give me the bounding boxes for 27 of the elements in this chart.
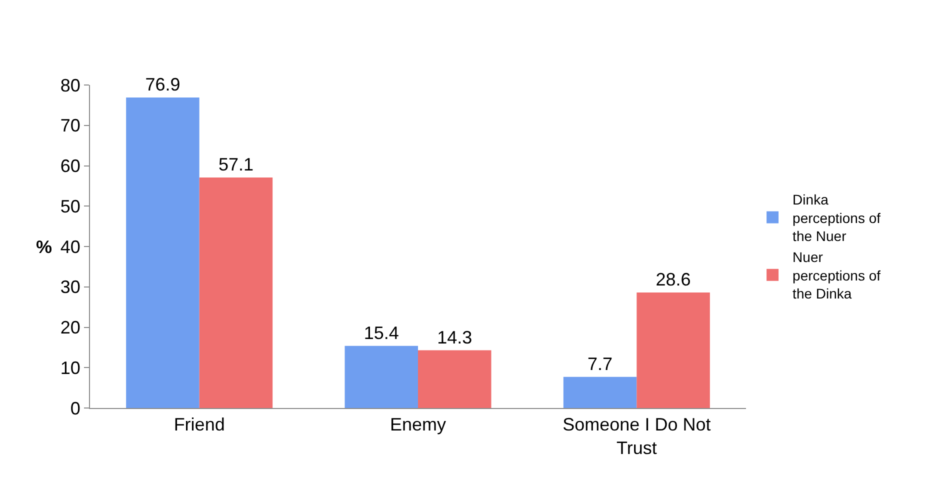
data-label: 7.7 bbox=[588, 354, 613, 374]
data-label: 57.1 bbox=[218, 154, 254, 174]
y-tick-label: 30 bbox=[60, 277, 80, 298]
y-tick-label: 80 bbox=[60, 75, 80, 96]
bar bbox=[199, 177, 273, 408]
bar bbox=[636, 292, 710, 408]
bar bbox=[563, 376, 637, 408]
legend-label: Dinka perceptions of the Nuer bbox=[792, 192, 881, 244]
y-tick-label: 40 bbox=[60, 236, 80, 257]
y-tick-label: 60 bbox=[60, 156, 80, 176]
data-label: 14.3 bbox=[437, 327, 472, 348]
bar bbox=[126, 98, 200, 408]
bar bbox=[344, 346, 418, 408]
y-axis-title: % bbox=[36, 237, 52, 257]
x-tick-label: Someone I Do Not Trust bbox=[562, 414, 711, 458]
x-tick-label: Friend bbox=[174, 414, 225, 435]
y-tick-label: 20 bbox=[60, 318, 80, 338]
bar bbox=[418, 350, 492, 408]
data-label: 28.6 bbox=[656, 270, 691, 290]
legend-label: Nuer perceptions of the Dinka bbox=[792, 249, 881, 302]
y-tick-label: 0 bbox=[70, 398, 80, 418]
y-tick-label: 10 bbox=[60, 358, 80, 378]
data-label: 76.9 bbox=[145, 74, 180, 95]
y-tick-label: 70 bbox=[60, 116, 80, 136]
x-tick-label: Enemy bbox=[390, 414, 446, 435]
y-tick-label: 50 bbox=[60, 196, 80, 216]
data-label: 15.4 bbox=[364, 322, 399, 343]
